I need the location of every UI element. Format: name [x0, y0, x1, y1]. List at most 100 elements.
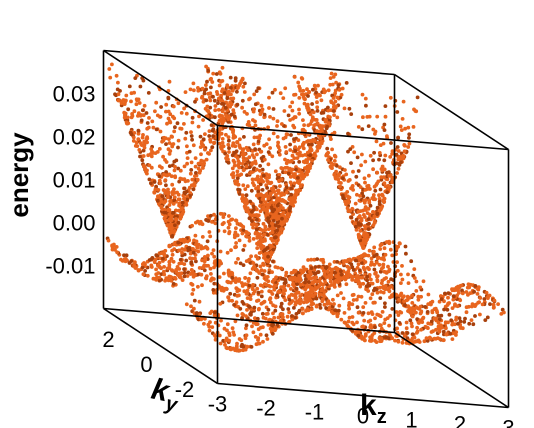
data-point: [302, 123, 306, 127]
data-point: [237, 83, 242, 88]
data-point: [361, 115, 365, 120]
data-point: [467, 285, 472, 290]
data-point: [274, 211, 278, 216]
data-point: [209, 85, 213, 90]
data-point: [203, 132, 207, 137]
kz-tick-label: 3: [502, 416, 514, 428]
data-point: [326, 88, 331, 93]
data-point: [246, 231, 251, 236]
data-point: [262, 157, 267, 162]
data-point: [140, 265, 145, 270]
data-point: [287, 297, 292, 302]
data-point: [375, 274, 379, 279]
data-point: [403, 333, 408, 338]
data-point: [255, 174, 260, 179]
data-point: [347, 178, 352, 182]
data-point: [296, 270, 301, 275]
data-point: [269, 289, 273, 294]
data-point: [182, 164, 187, 169]
data-point: [362, 318, 367, 323]
data-point: [450, 287, 454, 291]
data-point: [437, 317, 442, 322]
data-point: [307, 280, 311, 284]
data-point: [208, 105, 213, 110]
data-point: [251, 283, 255, 287]
data-point: [279, 304, 283, 309]
data-point: [264, 207, 269, 212]
data-point: [257, 240, 261, 244]
data-point: [301, 88, 306, 93]
data-point: [208, 98, 213, 103]
data-point: [373, 188, 378, 193]
data-point: [136, 128, 141, 133]
data-point: [261, 228, 265, 233]
data-point: [478, 312, 482, 317]
data-point: [282, 221, 286, 225]
data-point: [259, 289, 264, 294]
data-point: [269, 205, 274, 210]
data-point: [386, 184, 391, 188]
data-point: [266, 323, 271, 327]
data-point: [379, 281, 384, 285]
data-point: [256, 184, 261, 189]
data-point: [154, 253, 159, 258]
data-point: [339, 317, 344, 322]
data-point: [285, 132, 290, 137]
data-point: [421, 315, 426, 320]
data-point: [383, 104, 388, 108]
data-point: [163, 158, 167, 162]
data-point: [324, 275, 329, 280]
kz-tick-label: -1: [305, 400, 325, 425]
data-point: [409, 311, 413, 315]
data-point: [425, 310, 430, 314]
data-point: [418, 304, 423, 309]
data-point: [210, 220, 214, 224]
data-point: [297, 107, 301, 112]
data-point: [213, 221, 218, 226]
data-point: [372, 214, 377, 219]
data-point: [450, 337, 455, 341]
data-point: [133, 265, 138, 270]
data-point: [253, 334, 258, 339]
data-point: [237, 188, 242, 192]
data-point: [429, 330, 434, 334]
data-point: [284, 273, 288, 278]
data-point: [335, 164, 339, 168]
data-point: [300, 307, 305, 311]
data-point: [158, 115, 162, 119]
data-point: [284, 150, 289, 154]
data-point: [279, 198, 284, 203]
data-point: [341, 196, 346, 201]
data-point: [273, 87, 277, 92]
data-point: [170, 269, 175, 273]
data-point: [366, 124, 371, 128]
data-point: [183, 237, 187, 242]
data-point: [253, 213, 258, 218]
data-point: [259, 103, 264, 108]
data-point: [171, 142, 176, 146]
data-point: [360, 92, 365, 97]
data-point: [387, 289, 392, 294]
data-point: [166, 187, 170, 192]
data-point: [200, 235, 205, 239]
kz-tick-label: 1: [405, 408, 417, 428]
data-point: [197, 114, 201, 119]
data-point: [404, 326, 409, 331]
data-point: [225, 250, 230, 255]
data-point: [368, 296, 373, 301]
data-point: [208, 137, 213, 142]
data-point: [176, 240, 181, 245]
data-point: [346, 269, 351, 273]
data-point: [284, 190, 289, 195]
data-point: [328, 276, 332, 281]
data-point: [258, 264, 263, 269]
data-point: [359, 163, 363, 168]
data-point: [486, 295, 490, 299]
data-point: [446, 295, 450, 300]
data-point: [142, 139, 147, 144]
data-point: [235, 156, 240, 160]
data-point: [375, 205, 380, 210]
data-point: [291, 123, 296, 128]
data-point: [185, 161, 190, 166]
data-point: [197, 170, 202, 175]
